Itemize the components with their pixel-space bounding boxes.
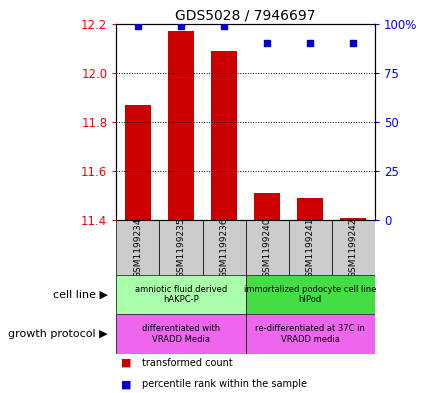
Text: GSM1199242: GSM1199242 — [348, 217, 357, 278]
Bar — [168, 31, 194, 220]
Text: percentile rank within the sample: percentile rank within the sample — [142, 379, 307, 389]
Text: immortalized podocyte cell line
hIPod: immortalized podocyte cell line hIPod — [243, 285, 376, 305]
Point — [306, 40, 313, 46]
Bar — [116, 275, 245, 314]
Bar — [125, 105, 150, 220]
Point — [220, 22, 227, 29]
Text: re-differentiated at 37C in
VRADD media: re-differentiated at 37C in VRADD media — [255, 324, 364, 344]
Text: GSM1199234: GSM1199234 — [133, 217, 142, 278]
Text: GSM1199235: GSM1199235 — [176, 217, 185, 278]
Bar — [159, 220, 202, 275]
Point — [349, 40, 356, 46]
Text: ■: ■ — [120, 358, 131, 367]
Bar — [202, 220, 245, 275]
Text: GSM1199241: GSM1199241 — [305, 217, 314, 278]
Text: growth protocol ▶: growth protocol ▶ — [8, 329, 108, 339]
Text: transformed count: transformed count — [142, 358, 233, 367]
Bar — [116, 314, 245, 354]
Title: GDS5028 / 7946697: GDS5028 / 7946697 — [175, 8, 315, 22]
Text: cell line ▶: cell line ▶ — [52, 290, 108, 300]
Bar — [297, 198, 322, 220]
Bar — [245, 314, 374, 354]
Bar — [245, 220, 288, 275]
Bar — [340, 218, 365, 220]
Text: GSM1199240: GSM1199240 — [262, 217, 271, 278]
Bar — [245, 275, 374, 314]
Text: differentiated with
VRADD Media: differentiated with VRADD Media — [141, 324, 220, 344]
Text: ■: ■ — [120, 379, 131, 389]
Bar — [288, 220, 331, 275]
Point — [263, 40, 270, 46]
Bar — [331, 220, 374, 275]
Bar — [254, 193, 280, 220]
Point — [134, 22, 141, 29]
Bar — [116, 220, 159, 275]
Text: GSM1199236: GSM1199236 — [219, 217, 228, 278]
Bar — [211, 51, 236, 220]
Text: amniotic fluid derived
hAKPC-P: amniotic fluid derived hAKPC-P — [135, 285, 227, 305]
Point — [177, 22, 184, 29]
